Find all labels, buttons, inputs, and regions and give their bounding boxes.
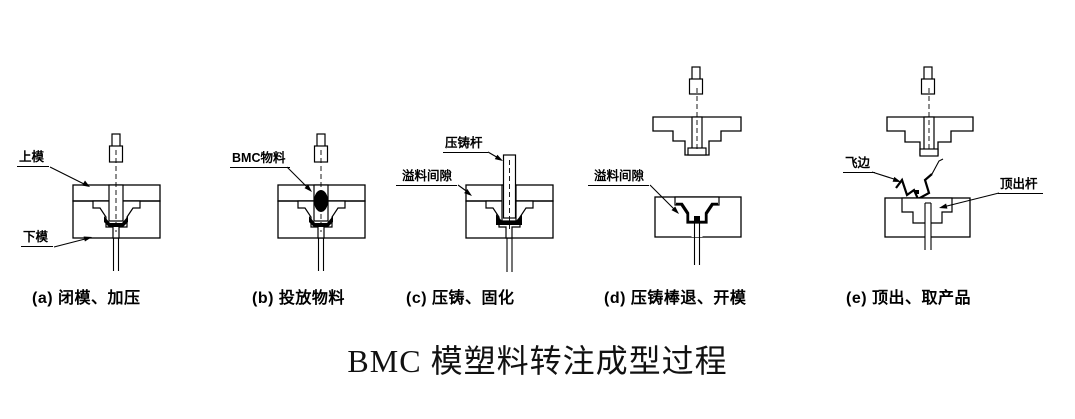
leader-line <box>649 184 677 212</box>
arrowhead <box>671 206 679 214</box>
label-ejector-rod: 顶出杆 <box>998 177 1043 195</box>
caption-stage-d: (d) 压铸棒退、开模 <box>604 290 747 307</box>
figure-title: BMC 模塑料转注成型过程 <box>347 343 728 379</box>
plunger-icon <box>111 133 121 148</box>
leader-line <box>286 166 311 191</box>
label-upper-mold: 上模 <box>17 150 50 168</box>
stage-b-drawing <box>277 133 366 271</box>
arrowhead <box>304 184 312 192</box>
compressed-material <box>496 214 522 225</box>
plunger-icon <box>923 66 933 81</box>
stage-c-drawing <box>457 151 554 272</box>
leader-line <box>871 171 898 181</box>
material-blob <box>314 190 328 212</box>
cup-flare <box>309 216 333 227</box>
stage-e-drawing <box>871 66 1000 250</box>
arrowhead <box>892 176 901 182</box>
arrowhead <box>82 180 90 187</box>
label-bmc-material: BMC物料 <box>230 151 291 169</box>
label-overflow-gap-d: 溢料间隙 <box>588 169 650 187</box>
label-press-rod: 压铸杆 <box>443 136 488 154</box>
stage-a-drawing <box>49 133 161 271</box>
upper-mold-shape <box>652 116 742 156</box>
molded-part <box>895 173 933 201</box>
caption-stage-a: (a) 闭模、加压 <box>32 290 141 307</box>
arrowhead <box>494 154 503 161</box>
caption-stage-e: (e) 顶出、取产品 <box>846 290 972 307</box>
label-flash: 飞边 <box>843 156 876 174</box>
caption-stage-c: (c) 压铸、固化 <box>406 290 515 307</box>
label-overflow-gap-c: 溢料间隙 <box>396 169 458 187</box>
cup-flare <box>104 216 128 227</box>
arrowhead <box>464 189 472 196</box>
ejector-rod <box>924 203 932 250</box>
stage-d-drawing <box>649 66 742 265</box>
caption-stage-b: (b) 投放物料 <box>252 290 345 307</box>
plunger-icon <box>316 133 326 148</box>
plunger-icon <box>691 66 701 81</box>
leader-line <box>942 192 1000 208</box>
arrowhead <box>83 236 92 242</box>
leader-line <box>49 166 89 187</box>
arrowhead <box>939 203 948 209</box>
label-lower-mold: 下模 <box>21 230 54 248</box>
leader-line <box>53 237 90 248</box>
sprue-nub <box>694 216 700 222</box>
